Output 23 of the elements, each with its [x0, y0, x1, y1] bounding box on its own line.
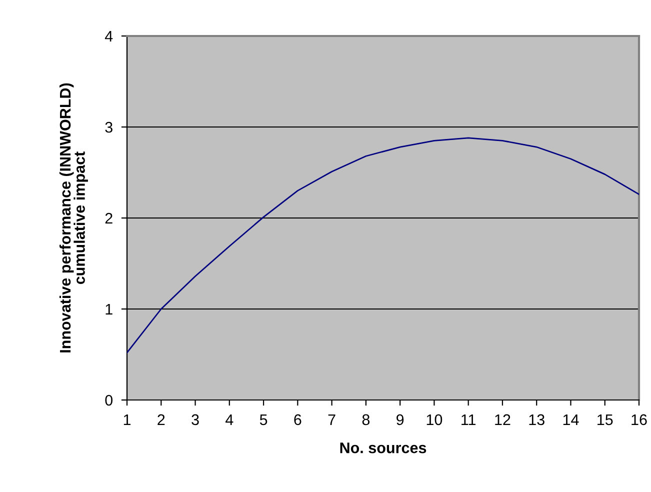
y-tick-label: 1 [106, 304, 112, 315]
y-tick-label: 4 [104, 31, 113, 42]
x-tick-label: 9 [396, 414, 404, 426]
x-tick-label: 5 [260, 414, 268, 426]
y-tick-label: 2 [105, 212, 112, 224]
y-tick-label: 0 [105, 394, 113, 406]
x-tick-label: 3 [192, 414, 199, 426]
x-tick-label: 11 [462, 414, 476, 425]
x-tick-label: 1 [124, 414, 131, 425]
x-tick-label: 16 [632, 414, 647, 426]
x-axis-title: No. sources [340, 442, 426, 454]
x-tick-label: 6 [294, 414, 302, 426]
y-axis-title: Innovative performance (INNWORLD) cumulative impact [59, 83, 88, 352]
x-tick-label: 12 [495, 414, 510, 425]
x-tick-label: 7 [328, 414, 336, 425]
y-tick-label: 3 [105, 122, 112, 133]
x-tick-label: 15 [598, 414, 613, 426]
x-tick-label: 13 [529, 414, 544, 426]
x-tick-label: 2 [158, 414, 165, 425]
x-tick-label: 14 [563, 414, 579, 425]
x-tick-label: 10 [426, 414, 442, 426]
x-tick-label: 4 [226, 414, 234, 425]
x-tick-label: 8 [362, 414, 370, 426]
